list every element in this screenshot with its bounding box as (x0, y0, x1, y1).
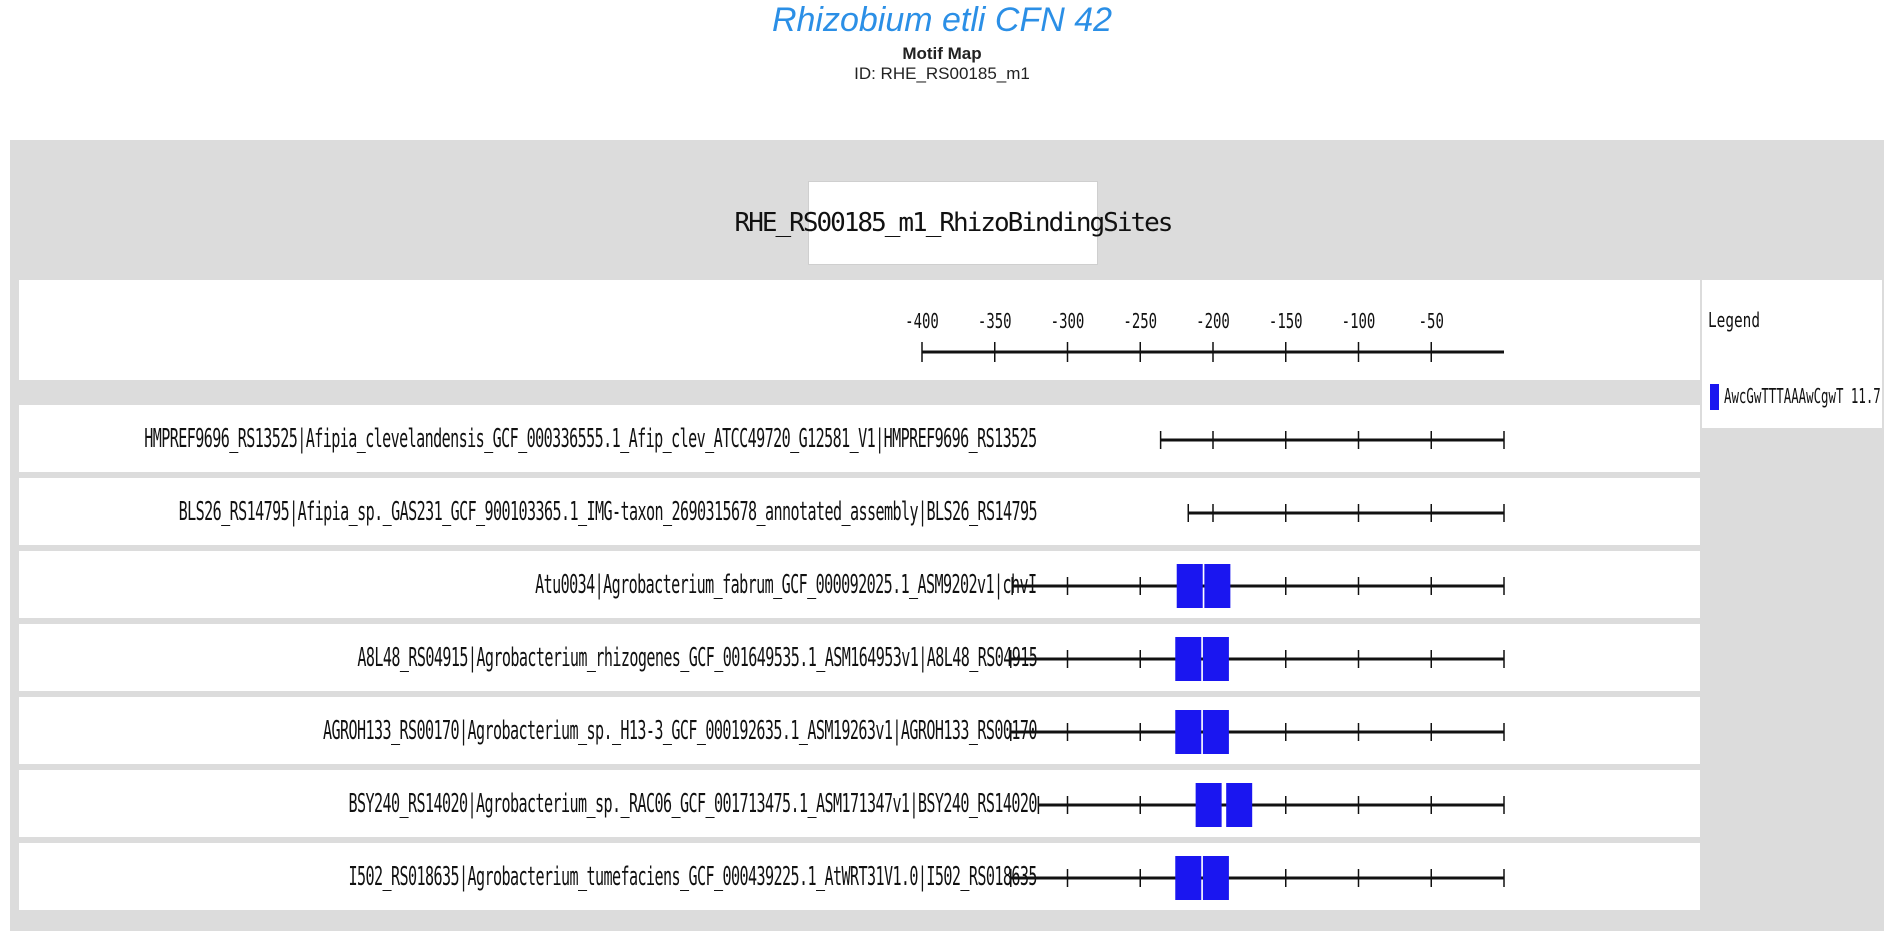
sequence-row: BLS26_RS14795|Afipia_sp._GAS231_GCF_9001… (19, 478, 1700, 545)
motif-site[interactable] (1176, 564, 1203, 608)
sequence-track (1037, 783, 1505, 827)
sequence-row: I502_RS018635|Agrobacterium_tumefaciens_… (19, 843, 1700, 910)
legend-entry-label: AwcGwTTTAAAwCgwT 11.7 (1724, 384, 1881, 408)
motif-site[interactable] (1226, 783, 1253, 827)
axis-tick-label: -200 (1196, 311, 1230, 334)
motif-site[interactable] (1175, 710, 1202, 754)
sequence-label[interactable]: BLS26_RS14795|Afipia_sp._GAS231_GCF_9001… (178, 496, 1038, 527)
sequence-label[interactable]: A8L48_RS04915|Agrobacterium_rhizogenes_G… (357, 642, 1037, 673)
axis-tick-label: -350 (978, 311, 1012, 334)
motif-site[interactable] (1202, 710, 1229, 754)
sequence-row: HMPREF9696_RS13525|Afipia_clevelandensis… (19, 405, 1700, 472)
sequence-track (1187, 504, 1505, 522)
position-axis: -400 -350 -300 -250 -200 -150 -100 -50 (19, 280, 1700, 380)
axis-tick-label: -250 (1123, 311, 1157, 334)
sequence-label[interactable]: Atu0034|Agrobacterium_fabrum_GCF_0000920… (535, 569, 1038, 600)
sequence-track (1011, 564, 1505, 608)
sequence-track (1159, 431, 1505, 449)
page-header: Rhizobium etli CFN 42 Motif Map ID: RHE_… (0, 0, 1884, 84)
sequence-label[interactable]: BSY240_RS14020|Agrobacterium_sp._RAC06_G… (348, 788, 1038, 819)
sequence-rows: HMPREF9696_RS13525|Afipia_clevelandensis… (19, 405, 1700, 916)
page-subtitle: Motif Map (902, 44, 982, 63)
sequence-row: A8L48_RS04915|Agrobacterium_rhizogenes_G… (19, 624, 1700, 691)
organism-title: Rhizobium etli CFN 42 (771, 1, 1113, 39)
map-title: RHE_RS00185_m1_RhizoBindingSites (735, 181, 1173, 265)
motif-site[interactable] (1202, 637, 1229, 681)
legend-swatch (1710, 384, 1719, 410)
sequence-label[interactable]: AGROH133_RS00170|Agrobacterium_sp._H13-3… (323, 715, 1037, 746)
motif-site[interactable] (1195, 783, 1222, 827)
sequence-row: BSY240_RS14020|Agrobacterium_sp._RAC06_G… (19, 770, 1700, 837)
sequence-label[interactable]: HMPREF9696_RS13525|Afipia_clevelandensis… (144, 423, 1038, 454)
motif-site[interactable] (1204, 564, 1231, 608)
sequence-track (1010, 710, 1505, 754)
sequence-row: AGROH133_RS00170|Agrobacterium_sp._H13-3… (19, 697, 1700, 764)
motif-site[interactable] (1202, 856, 1229, 900)
sequence-row: Atu0034|Agrobacterium_fabrum_GCF_0000920… (19, 551, 1700, 618)
motif-id: ID: RHE_RS00185_m1 (854, 64, 1030, 83)
axis-tick-label: -400 (905, 311, 939, 334)
axis-svg: -400 -350 -300 -250 -200 -150 -100 -50 (905, 311, 1504, 362)
motif-site[interactable] (1175, 637, 1202, 681)
sequence-label[interactable]: I502_RS018635|Agrobacterium_tumefaciens_… (348, 861, 1038, 892)
axis-tick-label: -150 (1269, 311, 1303, 334)
axis-tick-label: -300 (1051, 311, 1085, 334)
motif-site[interactable] (1175, 856, 1202, 900)
axis-tick-label: -50 (1419, 311, 1444, 334)
legend-title: Legend (1708, 308, 1761, 332)
sequence-track (1010, 856, 1505, 900)
legend: Legend AwcGwTTTAAAwCgwT 11.7 (1702, 280, 1882, 428)
motif-map-panel: RHE_RS00185_m1_RhizoBindingSites -400 -35… (10, 140, 1884, 931)
sequence-track (1010, 637, 1505, 681)
axis-tick-label: -100 (1342, 311, 1376, 334)
